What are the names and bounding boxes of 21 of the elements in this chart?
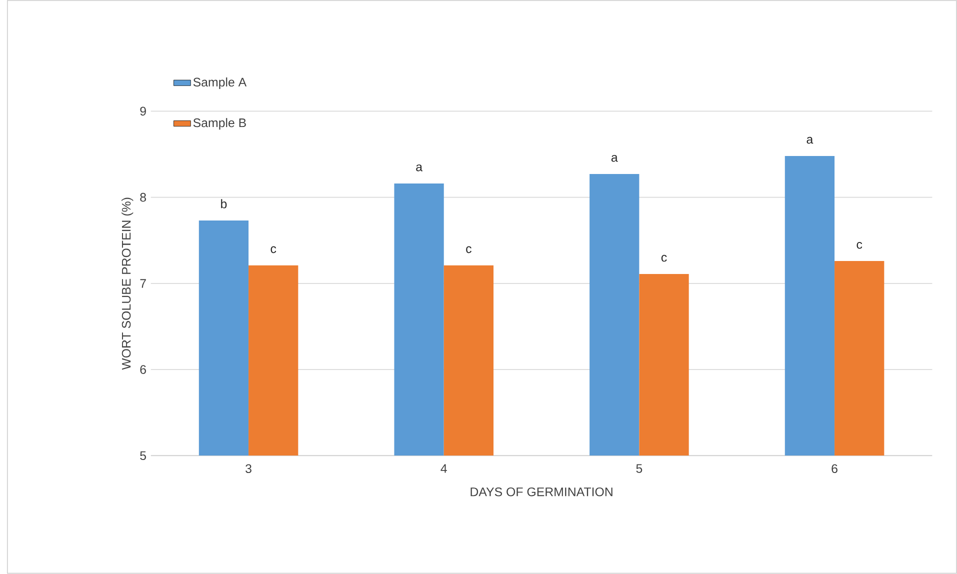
x-tick-label: 4	[440, 464, 447, 473]
x-tick-label: 6	[832, 464, 838, 474]
legend-label: Sample A	[193, 78, 247, 90]
annotation: c	[270, 246, 276, 254]
x-axis-title: DAYS OF GERMINATION	[470, 488, 612, 496]
annotation: a	[806, 136, 814, 144]
y-tick-label: 9	[140, 106, 146, 116]
y-tick-label: 6	[140, 365, 146, 374]
y-tick-label: 8	[140, 192, 146, 202]
y-tick-label: 5	[140, 451, 146, 460]
annotation: a	[611, 155, 618, 162]
x-tick-label: 3	[246, 464, 252, 474]
legend-label: Sample B	[193, 118, 246, 130]
y-axis-title: WORT SOLUBE PROTEIN (%)	[122, 198, 134, 370]
annotation: c	[661, 254, 667, 262]
y-tick-label: 7	[140, 279, 146, 288]
annotation: b	[221, 199, 227, 208]
annotation: c	[856, 242, 862, 249]
annotation: a	[416, 164, 422, 172]
annotation: c	[466, 246, 472, 254]
x-tick-label: 5	[636, 464, 642, 473]
